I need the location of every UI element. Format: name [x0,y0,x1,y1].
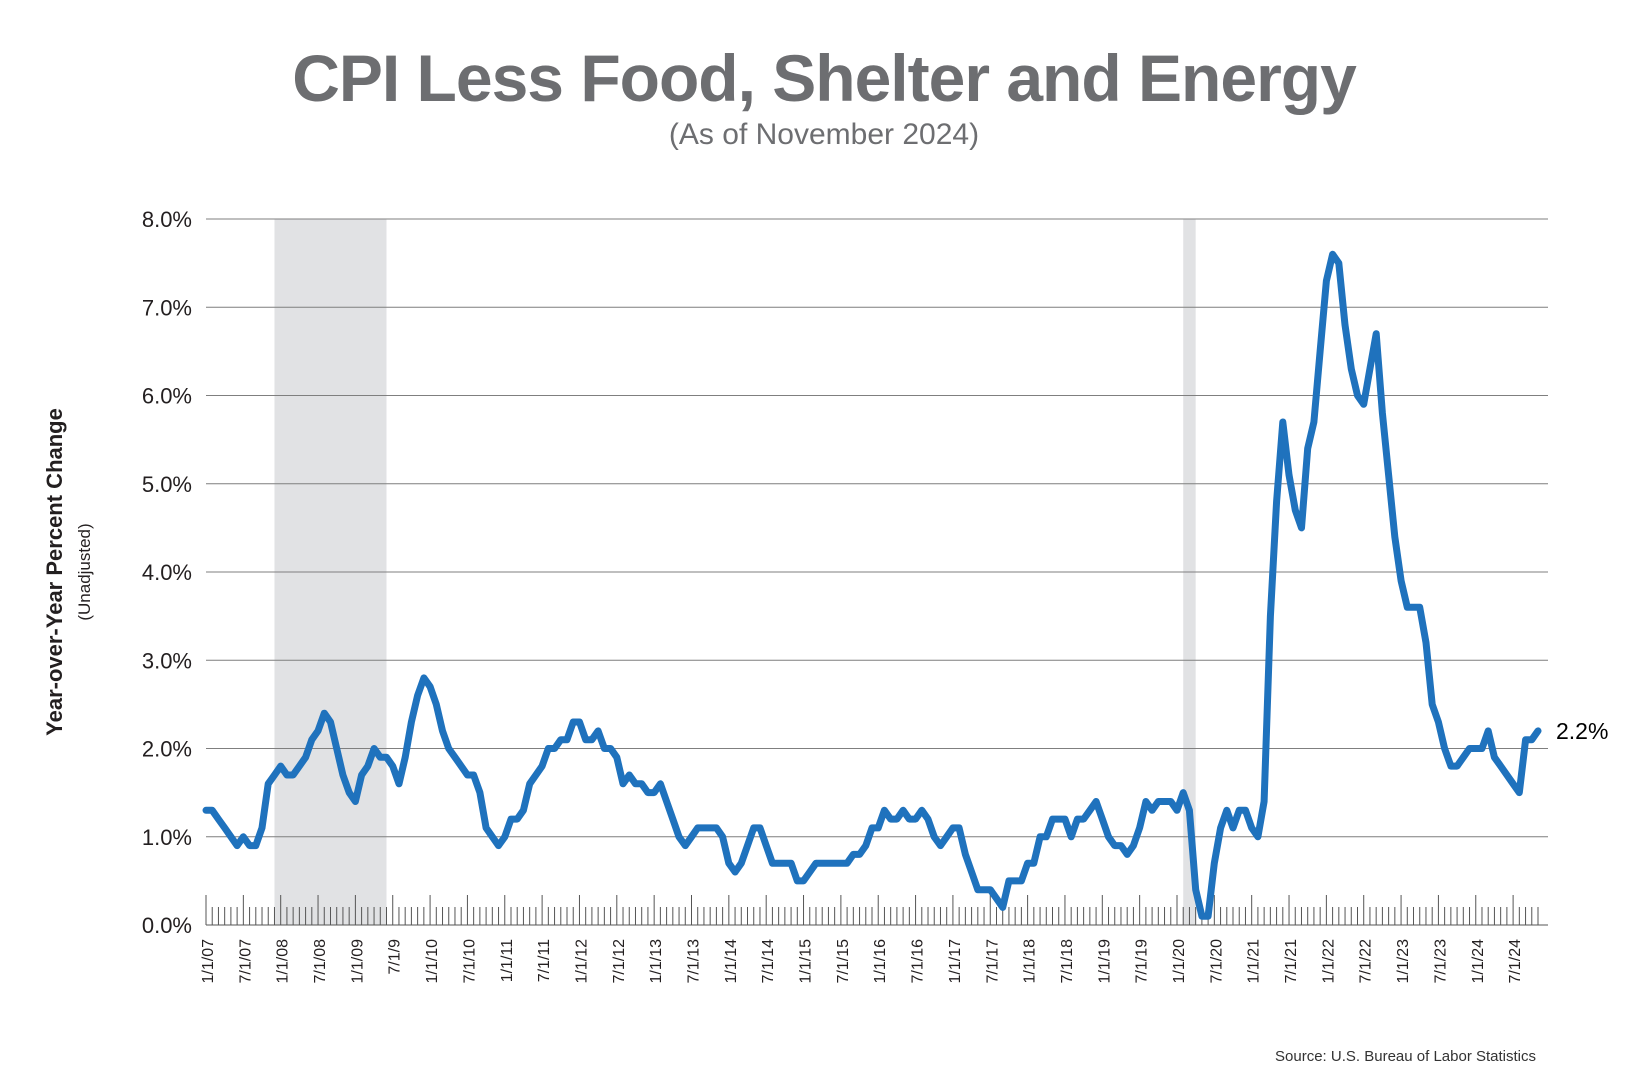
x-tick-label: 7/1/07 [237,939,254,984]
x-tick-labels: 1/1/07 7/1/07 1/1/08 7/1/08 1/1/09 7/1/9 1/1/1… [200,939,1524,984]
x-tick-label: 1/1/21 [1246,939,1263,984]
y-tick-label: 4.0% [142,560,192,585]
series [202,250,1542,920]
y-axis-sublabel: (Unadjusted) [75,523,94,620]
x-tick-label: 1/1/18 [1022,939,1039,984]
x-tick-label: 7/1/23 [1432,939,1449,984]
x-tick-label: 7/1/10 [461,939,478,984]
x-tick-label: 1/1/16 [872,939,889,984]
end-value-label: 2.2% [1556,718,1608,744]
x-tick-label: 7/1/9 [387,939,404,975]
x-tick-label: 7/1/11 [536,939,553,982]
x-tick-label: 7/1/22 [1358,939,1375,984]
x-tick-label: 7/1/08 [312,939,329,984]
x-tick-label: 1/1/13 [648,939,665,984]
x-tick-label: 1/1/14 [723,939,740,984]
y-tick-label: 7.0% [142,295,192,320]
y-axis-label: Year-over-Year Percent Change [42,408,67,736]
x-tick-label: 7/1/24 [1507,939,1524,984]
x-tick-label: 7/1/13 [685,939,702,984]
x-tick-label: 1/1/07 [200,939,217,984]
x-tick-label: 1/1/10 [424,939,441,984]
x-tick-label: 7/1/14 [760,939,777,984]
y-axis-title: Year-over-Year Percent Change (Unadjuste… [42,408,94,736]
series-line [202,250,1542,920]
x-tick-label: 7/1/20 [1208,939,1225,984]
x-tick-label: 1/1/24 [1470,939,1487,984]
y-tick-label: 1.0% [142,825,192,850]
x-axis [205,895,1548,926]
x-tick-label: 7/1/17 [984,939,1001,984]
y-tick-labels: 0.0% 1.0% 2.0% 3.0% 4.0% 5.0% 6.0% 7.0% 8.0% [142,207,192,938]
x-tick-label: 1/1/19 [1096,939,1113,984]
chart-title: CPI Less Food, Shelter and Energy [292,41,1357,115]
x-tick-label: 1/1/15 [798,939,815,984]
y-tick-label: 8.0% [142,207,192,232]
x-tick-label: 1/1/09 [349,939,366,984]
x-tick-label: 1/1/17 [947,939,964,984]
y-tick-label: 6.0% [142,384,192,409]
x-tick-label: 7/1/16 [910,939,927,984]
y-tick-label: 0.0% [142,913,192,938]
x-tick-label: 1/1/12 [573,939,590,984]
y-tick-label: 2.0% [142,737,192,762]
x-tick-label: 7/1/18 [1059,939,1076,984]
x-tick-label: 7/1/15 [835,939,852,984]
chart-subtitle: (As of November 2024) [668,118,980,151]
x-tick-label: 7/1/12 [611,939,628,984]
y-tick-label: 3.0% [142,648,192,673]
y-tick-label: 5.0% [142,472,192,497]
x-tick-label: 1/1/08 [275,939,292,984]
source-note: Source: U.S. Bureau of Labor Statistics [1275,1048,1536,1065]
x-tick-label: 1/1/23 [1395,939,1412,984]
x-tick-label: 1/1/11 [499,939,516,982]
x-tick-label: 1/1/22 [1320,939,1337,984]
x-tick-label: 7/1/21 [1283,939,1300,984]
x-tick-label: 1/1/20 [1171,939,1188,984]
x-tick-label: 7/1/19 [1134,939,1151,984]
